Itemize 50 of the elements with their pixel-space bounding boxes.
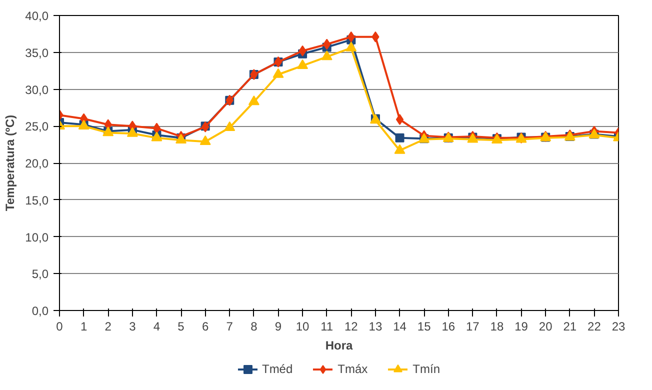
- x-tick-label: 9: [274, 320, 282, 334]
- x-tick-label: 0: [56, 320, 64, 334]
- y-tick-label: 35,0: [25, 46, 49, 60]
- x-tick-label: 11: [320, 320, 334, 334]
- point: [394, 144, 406, 154]
- point: [248, 96, 260, 106]
- x-tick-label: 13: [368, 320, 382, 334]
- point: [272, 68, 284, 78]
- x-tick-label: 10: [296, 320, 310, 334]
- x-tick-label: 21: [563, 320, 577, 334]
- x-tick-label: 18: [490, 320, 504, 334]
- y-tick-label: 30,0: [25, 82, 49, 97]
- point: [321, 50, 332, 60]
- y-tick-label: 25,0: [25, 120, 49, 134]
- y-tick-label: 5,0: [32, 267, 49, 282]
- x-tick-label: 4: [153, 320, 160, 334]
- x-tick-label: 7: [226, 320, 234, 334]
- x-tick-label: 1: [80, 320, 88, 334]
- point: [200, 135, 211, 145]
- x-tick-label: 15: [417, 320, 432, 334]
- x-tick-label: 14: [393, 320, 407, 334]
- y-tick-label: 40,0: [25, 9, 49, 23]
- x-tick-label: 22: [588, 320, 602, 334]
- legend-label: Tmín: [412, 362, 440, 376]
- y-tick-label: 0,0: [32, 304, 49, 318]
- point: [126, 127, 138, 137]
- y-tick-label: 10,0: [25, 230, 49, 244]
- legend-label: Tmáx: [338, 362, 368, 376]
- legend-label: Tméd: [262, 362, 293, 376]
- x-tick-label: 20: [538, 320, 553, 334]
- x-tick-label: 12: [344, 320, 358, 334]
- point: [224, 121, 236, 131]
- y-axis-title: Temperatura (ºC): [3, 114, 18, 212]
- x-tick-label: 23: [612, 320, 626, 334]
- x-tick-label: 5: [178, 320, 185, 334]
- y-tick-label: 20,0: [25, 156, 49, 170]
- point: [395, 133, 404, 142]
- point: [297, 59, 308, 70]
- x-tick-label: 8: [250, 320, 258, 334]
- x-tick-label: 19: [514, 320, 528, 334]
- y-tick-label: 15,0: [25, 193, 49, 208]
- x-tick-label: 16: [442, 320, 456, 334]
- x-tick-label: 17: [466, 320, 480, 334]
- x-tick-label: 2: [104, 320, 112, 334]
- x-tick-label: 3: [129, 320, 136, 334]
- point: [152, 122, 161, 134]
- x-tick-label: 6: [202, 320, 209, 334]
- point: [396, 114, 404, 125]
- point: [346, 42, 357, 52]
- x-axis-title: Hora: [325, 338, 353, 352]
